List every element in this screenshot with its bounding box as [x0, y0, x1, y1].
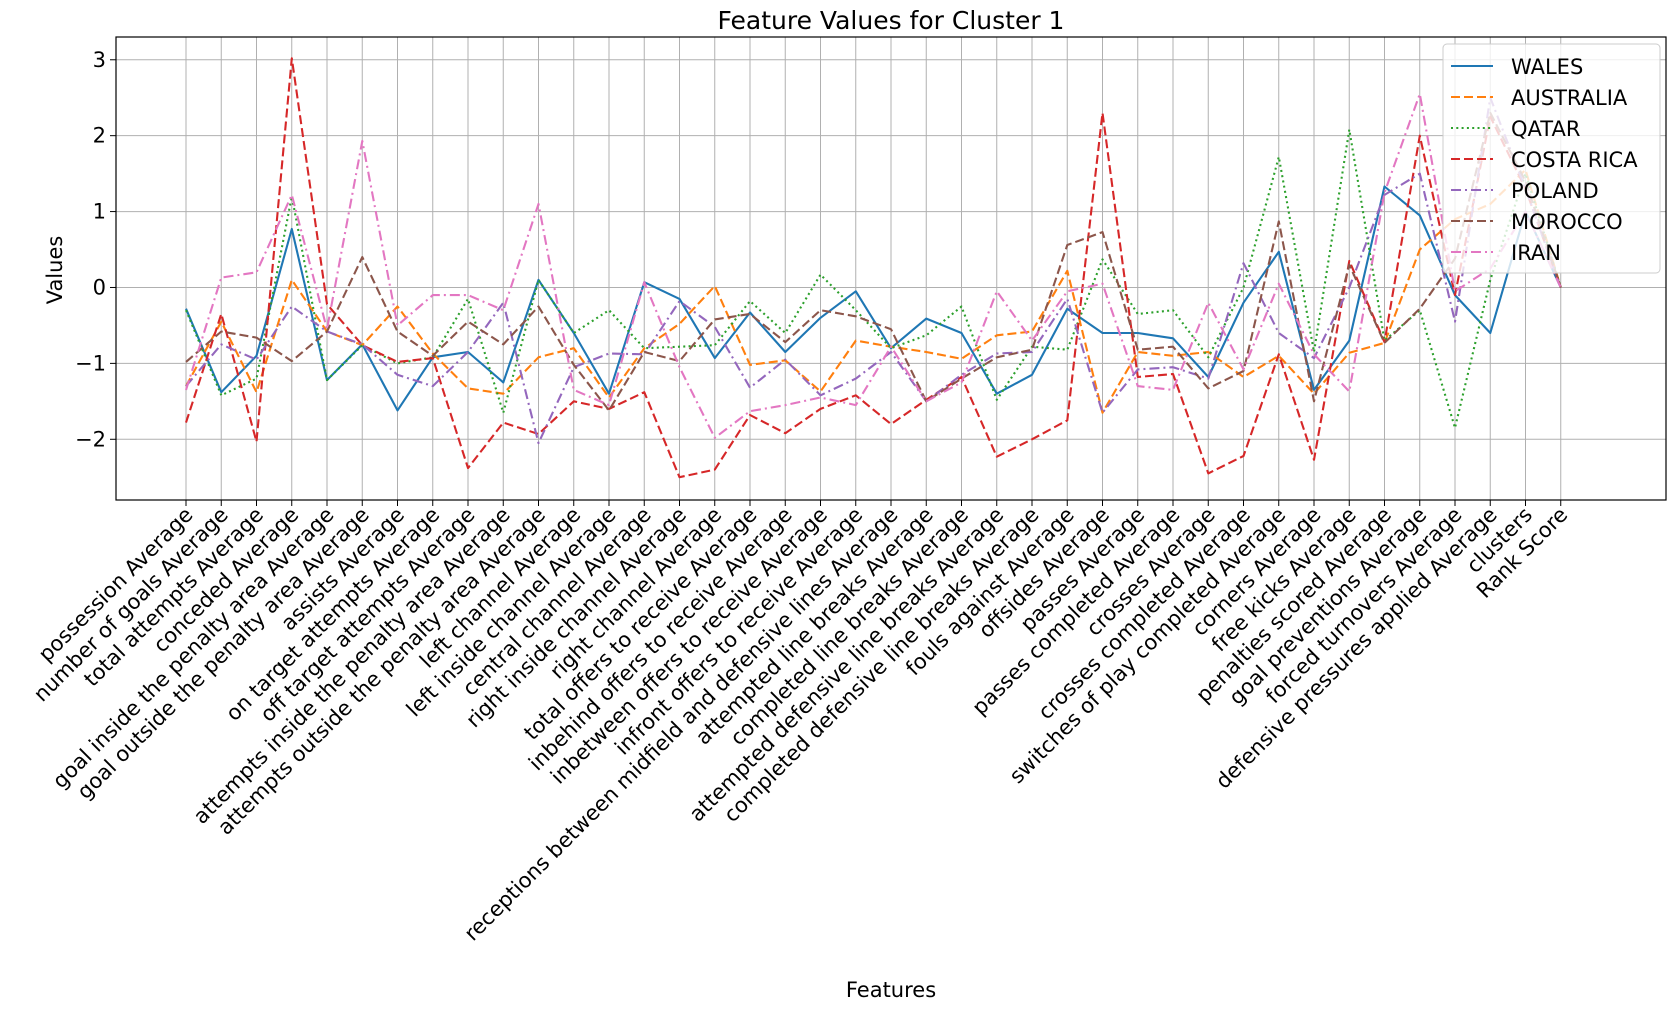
series-layer	[184, 57, 1562, 479]
series-line-poland	[185, 96, 1562, 445]
y-tick-label: 2	[93, 124, 106, 148]
legend-entry: AUSTRALIA	[1511, 86, 1628, 110]
series-line-australia	[185, 168, 1562, 414]
legend-entry: WALES	[1511, 55, 1583, 79]
series-line-morocco	[185, 111, 1562, 412]
y-axis: −2 −1 0 1 2 3	[75, 48, 116, 451]
legend: WALES AUSTRALIA QATAR COSTA RICA POLAND MOROC…	[1442, 43, 1661, 274]
y-tick-label: 0	[93, 275, 106, 299]
y-tick-label: −2	[75, 427, 106, 451]
legend-entry: POLAND	[1511, 179, 1599, 203]
y-tick-label: 1	[93, 200, 106, 224]
x-axis-label: Features	[846, 978, 936, 1002]
series-line-costa-rica	[185, 57, 1562, 479]
legend-entry: IRAN	[1511, 241, 1561, 265]
series-line-iran	[184, 92, 1562, 439]
y-axis-label: Values	[43, 236, 67, 305]
legend-entry: MOROCCO	[1511, 210, 1623, 234]
chart-title: Feature Values for Cluster 1	[718, 6, 1065, 35]
grid	[116, 37, 1666, 500]
legend-box	[1442, 43, 1661, 274]
legend-entry: QATAR	[1511, 117, 1580, 141]
y-tick-label: 3	[93, 48, 106, 72]
y-tick-label: −1	[75, 351, 106, 375]
legend-entry: COSTA RICA	[1511, 148, 1638, 172]
